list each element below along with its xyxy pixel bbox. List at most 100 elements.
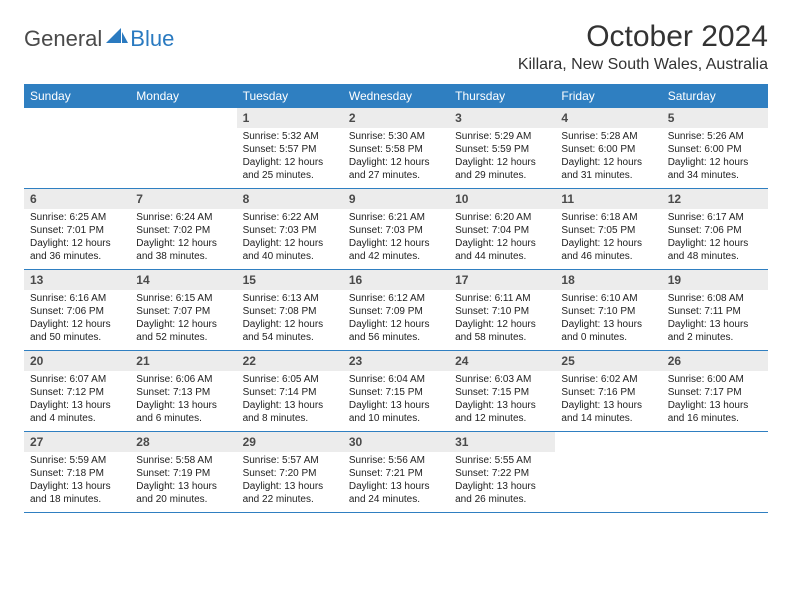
sunrise-text: Sunrise: 6:02 AM <box>561 373 655 386</box>
daylight-text: Daylight: 12 hours and 34 minutes. <box>668 156 762 182</box>
daylight-text: Daylight: 12 hours and 56 minutes. <box>349 318 443 344</box>
sunrise-text: Sunrise: 6:21 AM <box>349 211 443 224</box>
sunrise-text: Sunrise: 6:11 AM <box>455 292 549 305</box>
weekday-header: Tuesday <box>237 84 343 108</box>
day-number: 29 <box>237 432 343 452</box>
sunset-text: Sunset: 7:06 PM <box>668 224 762 237</box>
calendar-day-cell: 31Sunrise: 5:55 AMSunset: 7:22 PMDayligh… <box>449 432 555 513</box>
calendar-day-cell: 14Sunrise: 6:15 AMSunset: 7:07 PMDayligh… <box>130 270 236 351</box>
sunrise-text: Sunrise: 6:17 AM <box>668 211 762 224</box>
day-body: Sunrise: 5:55 AMSunset: 7:22 PMDaylight:… <box>449 452 555 512</box>
daylight-text: Daylight: 13 hours and 8 minutes. <box>243 399 337 425</box>
sunrise-text: Sunrise: 5:56 AM <box>349 454 443 467</box>
sunrise-text: Sunrise: 6:16 AM <box>30 292 124 305</box>
daylight-text: Daylight: 13 hours and 16 minutes. <box>668 399 762 425</box>
day-body: Sunrise: 5:57 AMSunset: 7:20 PMDaylight:… <box>237 452 343 512</box>
day-body: Sunrise: 5:32 AMSunset: 5:57 PMDaylight:… <box>237 128 343 188</box>
day-body: Sunrise: 6:18 AMSunset: 7:05 PMDaylight:… <box>555 209 661 269</box>
sunrise-text: Sunrise: 5:58 AM <box>136 454 230 467</box>
day-body: Sunrise: 6:04 AMSunset: 7:15 PMDaylight:… <box>343 371 449 431</box>
sunset-text: Sunset: 7:16 PM <box>561 386 655 399</box>
day-number: 22 <box>237 351 343 371</box>
day-number: 23 <box>343 351 449 371</box>
daylight-text: Daylight: 13 hours and 12 minutes. <box>455 399 549 425</box>
weekday-header: Sunday <box>24 84 130 108</box>
sunset-text: Sunset: 5:57 PM <box>243 143 337 156</box>
calendar-day-cell: 12 Sunrise: 6:17 AMSunset: 7:06 PMDayligh… <box>662 189 768 270</box>
daylight-text: Daylight: 12 hours and 48 minutes. <box>668 237 762 263</box>
daylight-text: Daylight: 13 hours and 0 minutes. <box>561 318 655 344</box>
calendar-day-cell: 9Sunrise: 6:21 AMSunset: 7:03 PMDaylight… <box>343 189 449 270</box>
sunrise-text: Sunrise: 6:25 AM <box>30 211 124 224</box>
month-title: October 2024 <box>518 20 768 54</box>
day-body: Sunrise: 6:12 AMSunset: 7:09 PMDaylight:… <box>343 290 449 350</box>
day-body: Sunrise: 6:08 AMSunset: 7:11 PMDaylight:… <box>662 290 768 350</box>
daylight-text: Daylight: 12 hours and 44 minutes. <box>455 237 549 263</box>
day-number: 25 <box>555 351 661 371</box>
day-body: Sunrise: 5:56 AMSunset: 7:21 PMDaylight:… <box>343 452 449 512</box>
title-block: October 2024 Killara, New South Wales, A… <box>518 20 768 74</box>
calendar-day-cell: 4Sunrise: 5:28 AMSunset: 6:00 PMDaylight… <box>555 108 661 189</box>
daylight-text: Daylight: 12 hours and 40 minutes. <box>243 237 337 263</box>
sunrise-text: Sunrise: 6:00 AM <box>668 373 762 386</box>
day-number: 21 <box>130 351 236 371</box>
calendar-week-row: 20Sunrise: 6:07 AMSunset: 7:12 PMDayligh… <box>24 351 768 432</box>
day-number: 26 <box>662 351 768 371</box>
daylight-text: Daylight: 12 hours and 58 minutes. <box>455 318 549 344</box>
calendar-day-cell: 5Sunrise: 5:26 AMSunset: 6:00 PMDaylight… <box>662 108 768 189</box>
day-body: Sunrise: 5:28 AMSunset: 6:00 PMDaylight:… <box>555 128 661 188</box>
calendar-week-row: 13Sunrise: 6:16 AMSunset: 7:06 PMDayligh… <box>24 270 768 351</box>
calendar-day-cell: 17Sunrise: 6:11 AMSunset: 7:10 PMDayligh… <box>449 270 555 351</box>
calendar-day-cell: 16Sunrise: 6:12 AMSunset: 7:09 PMDayligh… <box>343 270 449 351</box>
day-body: Sunrise: 5:26 AMSunset: 6:00 PMDaylight:… <box>662 128 768 188</box>
calendar-day-cell: 7Sunrise: 6:24 AMSunset: 7:02 PMDaylight… <box>130 189 236 270</box>
day-number: 27 <box>24 432 130 452</box>
day-number: 20 <box>24 351 130 371</box>
calendar-day-cell: 23Sunrise: 6:04 AMSunset: 7:15 PMDayligh… <box>343 351 449 432</box>
sunset-text: Sunset: 6:00 PM <box>668 143 762 156</box>
sunset-text: Sunset: 7:07 PM <box>136 305 230 318</box>
calendar-day-cell: 25Sunrise: 6:02 AMSunset: 7:16 PMDayligh… <box>555 351 661 432</box>
day-number: 31 <box>449 432 555 452</box>
daylight-text: Daylight: 12 hours and 38 minutes. <box>136 237 230 263</box>
sunset-text: Sunset: 7:10 PM <box>561 305 655 318</box>
sunset-text: Sunset: 7:05 PM <box>561 224 655 237</box>
day-number: 1 <box>237 108 343 128</box>
sunrise-text: Sunrise: 6:05 AM <box>243 373 337 386</box>
sunset-text: Sunset: 7:19 PM <box>136 467 230 480</box>
sunrise-text: Sunrise: 5:28 AM <box>561 130 655 143</box>
day-body: Sunrise: 6:22 AMSunset: 7:03 PMDaylight:… <box>237 209 343 269</box>
sunrise-text: Sunrise: 6:13 AM <box>243 292 337 305</box>
day-number: 24 <box>449 351 555 371</box>
day-body: Sunrise: 6:25 AMSunset: 7:01 PMDaylight:… <box>24 209 130 269</box>
weekday-header: Saturday <box>662 84 768 108</box>
sunset-text: Sunset: 5:59 PM <box>455 143 549 156</box>
calendar-day-cell: 18 Sunrise: 6:10 AMSunset: 7:10 PMDayligh… <box>555 270 661 351</box>
sunrise-text: Sunrise: 6:10 AM <box>561 292 655 305</box>
daylight-text: Daylight: 13 hours and 2 minutes. <box>668 318 762 344</box>
calendar-day-cell <box>555 432 661 513</box>
calendar-day-cell: 24Sunrise: 6:03 AMSunset: 7:15 PMDayligh… <box>449 351 555 432</box>
day-number <box>130 108 236 128</box>
day-number: 18 <box>555 270 661 290</box>
calendar-day-cell: 21Sunrise: 6:06 AMSunset: 7:13 PMDayligh… <box>130 351 236 432</box>
calendar-day-cell: 15Sunrise: 6:13 AMSunset: 7:08 PMDayligh… <box>237 270 343 351</box>
sunset-text: Sunset: 7:20 PM <box>243 467 337 480</box>
sunset-text: Sunset: 7:13 PM <box>136 386 230 399</box>
sunset-text: Sunset: 7:01 PM <box>30 224 124 237</box>
day-body: Sunrise: 6:20 AMSunset: 7:04 PMDaylight:… <box>449 209 555 269</box>
sunset-text: Sunset: 7:02 PM <box>136 224 230 237</box>
daylight-text: Daylight: 13 hours and 6 minutes. <box>136 399 230 425</box>
daylight-text: Daylight: 13 hours and 26 minutes. <box>455 480 549 506</box>
day-body: Sunrise: 6:13 AMSunset: 7:08 PMDaylight:… <box>237 290 343 350</box>
day-body: Sunrise: 6:07 AMSunset: 7:12 PMDaylight:… <box>24 371 130 431</box>
day-body: Sunrise: 6:03 AMSunset: 7:15 PMDaylight:… <box>449 371 555 431</box>
daylight-text: Daylight: 12 hours and 54 minutes. <box>243 318 337 344</box>
sunrise-text: Sunrise: 6:15 AM <box>136 292 230 305</box>
calendar-day-cell: 1Sunrise: 5:32 AMSunset: 5:57 PMDaylight… <box>237 108 343 189</box>
daylight-text: Daylight: 12 hours and 42 minutes. <box>349 237 443 263</box>
day-number: 19 <box>662 270 768 290</box>
sunset-text: Sunset: 7:22 PM <box>455 467 549 480</box>
daylight-text: Daylight: 13 hours and 4 minutes. <box>30 399 124 425</box>
day-number: 12 <box>662 189 768 209</box>
